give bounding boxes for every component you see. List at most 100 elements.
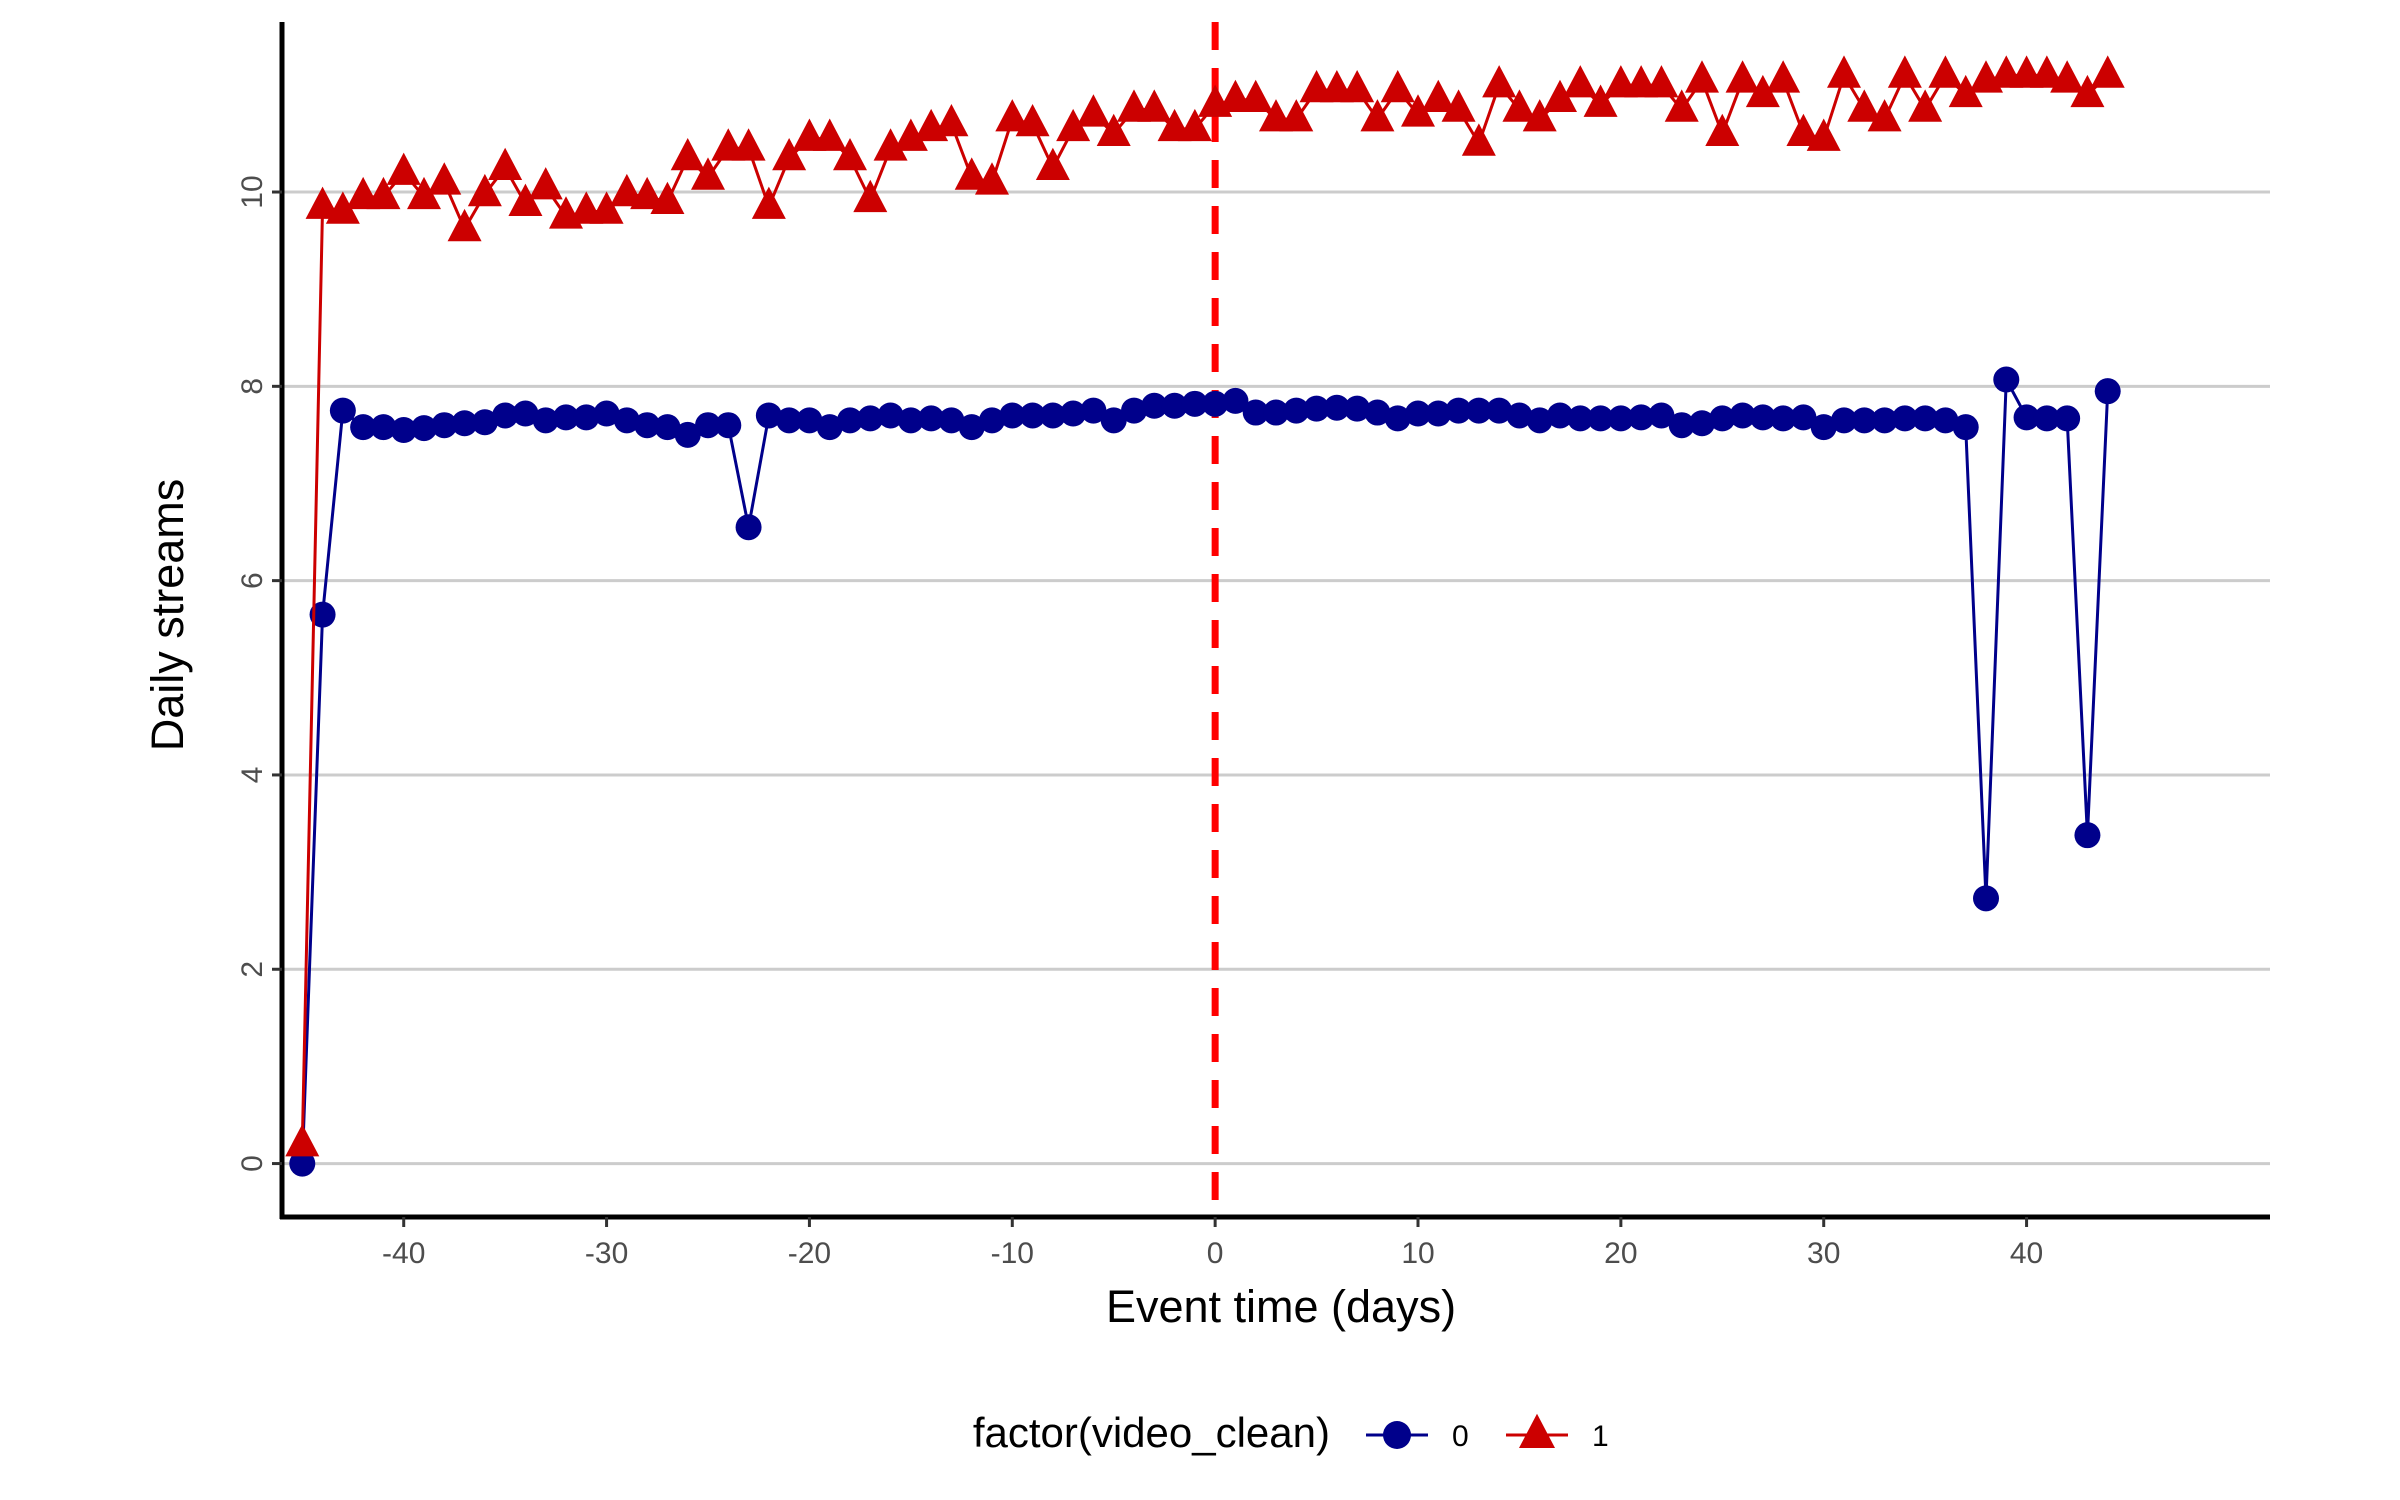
series-1-point [1421, 79, 1456, 112]
series-1-point [670, 137, 705, 171]
series-0-point [411, 415, 437, 442]
x-axis-ticks: -40 -30 -20 -10 0 10 20 30 40 [382, 1217, 2043, 1270]
series-1-point [427, 162, 462, 195]
series-1-point [975, 162, 1009, 195]
series-0-point [1790, 404, 1817, 431]
series-0-point [1526, 407, 1553, 434]
series-1-point [1380, 69, 1415, 103]
series-1-point [386, 152, 421, 185]
series-1-point [325, 191, 360, 224]
series-0-point [674, 421, 701, 448]
series-1-point [366, 176, 401, 210]
x-tick-label: -30 [585, 1237, 628, 1270]
series-0-point [1770, 405, 1797, 432]
series-1-point [1806, 118, 1841, 151]
series-1-point [1543, 79, 1577, 112]
series-0-point [918, 405, 945, 432]
series-1-point [1401, 94, 1435, 127]
series-1-point [630, 176, 665, 210]
series-0-point [654, 414, 681, 441]
series-0-point [1506, 402, 1533, 429]
series-0-point [2094, 378, 2121, 405]
series-0-point [2074, 822, 2101, 849]
series-0-point [1628, 404, 1655, 431]
x-tick-label: -10 [991, 1237, 1034, 1270]
series-1-point [731, 128, 766, 161]
series-0-point [431, 412, 458, 439]
series-1-point [1928, 55, 1963, 88]
series-1-point [1238, 79, 1273, 112]
series-0-point [1181, 390, 1208, 417]
series-0 [289, 366, 2121, 1177]
series-1-point [1827, 55, 1861, 88]
y-tick-label: 2 [236, 961, 269, 978]
series-0-point [1445, 397, 1472, 424]
series-0-point [1668, 412, 1695, 439]
series-1-point [853, 179, 888, 213]
series-0-point [390, 417, 417, 444]
series-0-point [1019, 402, 1046, 429]
legend-label: 0 [1452, 1420, 1469, 1453]
series-0-point [593, 400, 620, 427]
series-1-point [1664, 89, 1699, 122]
series-1-point [1502, 89, 1537, 122]
series-1-point [1076, 94, 1111, 127]
series-0-point [451, 410, 478, 437]
series-1-point [833, 137, 867, 171]
x-tick-label: -20 [788, 1237, 831, 1270]
series-0-point [471, 409, 498, 436]
series-0-point [1323, 394, 1350, 421]
series-1-point [893, 118, 928, 151]
series-0-point [816, 414, 843, 441]
series-0-point [1303, 395, 1330, 422]
series-0-point [492, 402, 519, 429]
series-0-point [796, 407, 823, 434]
series-1-line [300, 71, 2109, 1145]
series-0-line [300, 373, 2110, 1164]
series-0-point [512, 400, 539, 427]
series-1-point [1725, 60, 1760, 93]
series-0-point [1993, 366, 2020, 393]
series-1-point [609, 173, 644, 207]
series-1-point [1948, 74, 1983, 108]
series-1-point [751, 186, 786, 219]
series-1-point [873, 128, 908, 161]
series-0-point [634, 412, 661, 439]
series-0-point [715, 412, 742, 439]
series-1-point [1908, 89, 1943, 122]
series-1-point [1096, 113, 1131, 147]
series-0-point [735, 514, 762, 541]
y-tick-label: 6 [236, 572, 269, 589]
series-0-point [1425, 400, 1452, 427]
series-0-point [857, 405, 884, 432]
series-1-point [1685, 60, 1719, 93]
series-1-point [1360, 99, 1395, 132]
y-tick-label: 0 [236, 1155, 269, 1172]
series-1-point [1867, 99, 1902, 132]
axes [279, 22, 2270, 1220]
series-0-point [1567, 405, 1594, 432]
series-0-point [1689, 410, 1715, 437]
series-1-point [1056, 108, 1091, 142]
y-tick-label: 8 [236, 378, 269, 395]
series-1-point [772, 137, 807, 171]
series-0-point [1161, 392, 1188, 419]
series-0-point [979, 407, 1005, 434]
series-1-point [1482, 65, 1517, 98]
series-0-point [2054, 405, 2081, 432]
series-0-point [1587, 405, 1614, 432]
series-0-point [1973, 885, 1999, 912]
series-0-point [695, 412, 721, 439]
series-0-point [1729, 402, 1756, 429]
legend-label: 1 [1592, 1420, 1609, 1453]
series-1-point [467, 173, 502, 207]
series-0-point [999, 402, 1026, 429]
legend-key-1: 1 [1506, 1413, 1609, 1453]
series-1-point [691, 157, 725, 190]
series-1-point [1887, 55, 1922, 88]
series-1-point [1035, 147, 1070, 181]
series-1-point [1340, 69, 1375, 103]
series-0-point [1202, 390, 1229, 417]
